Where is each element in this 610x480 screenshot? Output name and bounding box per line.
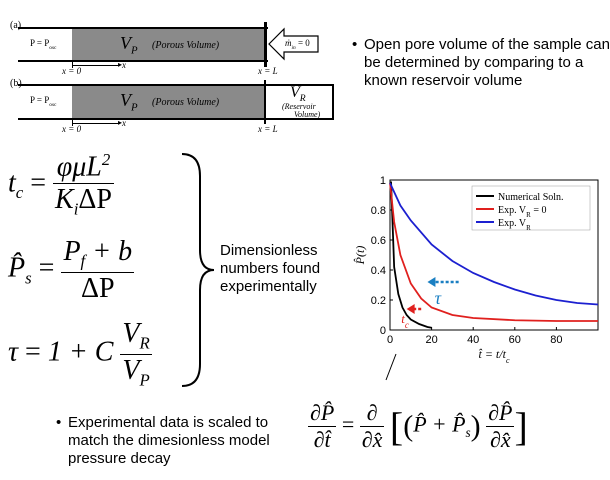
chart-series-line-0 <box>390 181 432 329</box>
diagram-a-top-wall <box>18 27 268 29</box>
brace-label: Dimensionless numbers found experimental… <box>220 242 321 295</box>
diagram-a-bottom-wall <box>18 60 268 62</box>
chart-y-tick-label: 0.6 <box>371 235 386 247</box>
diagram-b-top-wall <box>18 84 334 86</box>
diagram-a-x-end: x = L <box>258 66 278 76</box>
diagram-b-left-condition: P = Posc <box>30 95 57 108</box>
diagram-a-left-condition: P = Posc <box>30 38 57 51</box>
bullet-top-text: Open pore volume of the sample can be de… <box>364 36 610 89</box>
governing-pde: ∂P̂ ∂t̂ = ∂ ∂x̂ [(P̂ + P̂s) ∂P̂ ∂x̂] <box>308 400 528 452</box>
equation-tau: τ = 1 + C VR VP <box>8 318 152 390</box>
diagram-b-x-axis-label: x <box>122 118 126 128</box>
chart-annotation-arrowhead-0 <box>427 277 436 287</box>
bullet-bottom-text: Experimental data is scaled to match the… <box>68 414 270 467</box>
bullet-top: • Open pore volume of the sample can be … <box>352 36 610 90</box>
diagram-a-x-axis-label: x <box>122 60 126 70</box>
diagram-b-porous-desc: (Porous Volume) <box>152 97 220 108</box>
chart-x-axis-label: t̂ = t/tc <box>479 347 510 365</box>
diagram-b-axis-arrowhead: ▸ <box>118 118 123 127</box>
diagram-a-porous-desc: (Porous Volume) <box>152 40 220 51</box>
equation-ps: P̂s = Pf + b ΔP <box>8 236 135 304</box>
diagram-a-axis-arrowhead: ▸ <box>118 60 123 69</box>
chart-x-tick-label: 60 <box>509 334 521 346</box>
chart-legend-label-0: Numerical Soln. <box>498 192 564 203</box>
diagram-a: (a) P = Posc VP (Porous Volume) ṁin = 0 … <box>0 0 345 80</box>
chart-y-tick-label: 0 <box>380 325 386 337</box>
chart-x-tick-label: 20 <box>425 334 437 346</box>
right-brace-icon <box>181 153 215 387</box>
diagram-a-axis-line <box>72 65 120 66</box>
chart-tc-pointer <box>385 353 397 381</box>
chart-x-tick-label: 80 <box>550 334 562 346</box>
inflow-arrow-icon <box>268 27 319 61</box>
diagram-a-x-start: x = 0 <box>62 66 82 76</box>
diagram-b-reservoir-desc-2: Volume) <box>294 110 321 119</box>
chart-y-tick-label: 0.8 <box>371 205 386 217</box>
chart-y-tick-label: 0.2 <box>371 295 386 307</box>
diagram-b-bottom-wall <box>18 118 334 120</box>
diagram-b-reservoir-desc-1: (Reservoir <box>282 102 316 111</box>
bullet-bottom: • Experimental data is scaled to match t… <box>56 414 278 468</box>
diagram-b-porous-volume <box>72 86 265 118</box>
diagram-b-porous-symbol: VP <box>120 90 138 114</box>
chart-annotation-arrowhead-1 <box>406 304 415 314</box>
pressure-decay-chart: 0 0.2 0.4 0.6 0.8 1 0 20 40 60 80 Numerical Soln. Ex… <box>353 175 599 381</box>
chart-y-axis-label: P̂(t) <box>353 246 367 266</box>
equation-tc: tc = φμL2 KiΔP <box>8 150 114 219</box>
chart-legend-label-1: Exp. VR = 0 <box>498 205 546 219</box>
diagram-b-axis-line <box>72 123 120 124</box>
chart-x-tick-label: 0 <box>387 334 393 346</box>
chart-annotation-label-1: tc <box>401 311 409 330</box>
diagram-b-x-start: x = 0 <box>62 124 82 134</box>
chart-series-line-1 <box>389 182 598 322</box>
diagram-a-right-wall <box>264 22 267 67</box>
chart-annotation-label-0: τ <box>435 288 442 308</box>
diagram-b-separator <box>264 80 266 124</box>
diagram-a-label: (a) <box>10 20 22 31</box>
bullet-dot-icon: • <box>56 414 62 431</box>
chart-legend-label-2: Exp. VR <box>498 218 531 232</box>
diagram-a-porous-volume <box>72 29 265 60</box>
diagram-b: (b) P = Posc VP (Porous Volume) VR (Rese… <box>0 78 345 140</box>
diagram-b-label: (b) <box>10 78 22 89</box>
diagram-a-porous-symbol: VP <box>120 33 138 57</box>
diagram-a-inflow-label: ṁin = 0 <box>285 38 310 51</box>
diagram-b-reservoir-symbol: VR <box>290 84 306 105</box>
chart-series-line-2 <box>389 182 599 306</box>
chart-x-tick-label: 40 <box>467 334 479 346</box>
chart-y-tick-label: 0.4 <box>371 265 386 277</box>
bullet-dot-icon: • <box>352 36 358 53</box>
chart-y-tick-label: 1 <box>380 175 386 187</box>
diagram-b-reservoir-end <box>332 84 334 120</box>
diagram-b-x-end: x = L <box>258 124 278 134</box>
